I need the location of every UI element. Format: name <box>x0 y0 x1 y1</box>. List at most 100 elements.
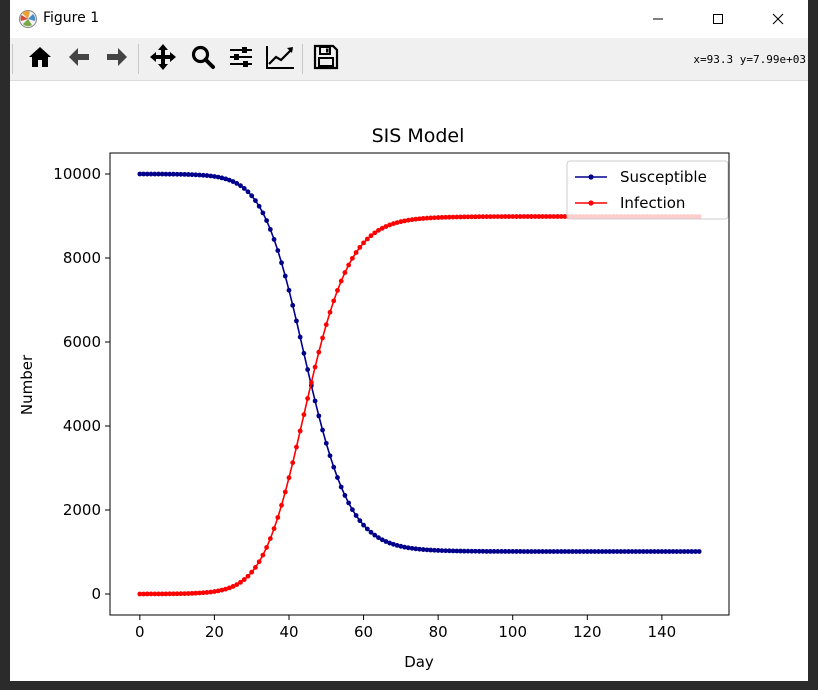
data-point-susceptible <box>577 549 583 554</box>
data-point-infection <box>383 224 389 229</box>
data-point-susceptible <box>420 547 426 552</box>
data-point-infection <box>405 217 411 223</box>
series-line-susceptible <box>139 173 700 553</box>
legend-marker-susceptible <box>588 174 594 180</box>
data-point-susceptible <box>562 549 568 554</box>
data-point-infection <box>256 559 262 565</box>
pan-button[interactable] <box>147 43 179 75</box>
edit-axis-button[interactable] <box>264 43 296 75</box>
data-point-infection <box>178 591 184 597</box>
data-point-susceptible <box>625 549 631 554</box>
data-point-infection <box>555 214 560 219</box>
data-point-infection <box>305 396 311 401</box>
data-point-infection <box>342 270 348 275</box>
data-point-susceptible <box>487 548 493 554</box>
data-point-infection <box>212 589 217 594</box>
data-point-infection <box>420 216 426 221</box>
data-point-susceptible <box>510 549 516 554</box>
data-point-infection <box>170 591 176 597</box>
data-point-infection <box>286 475 292 481</box>
data-point-susceptible <box>633 549 639 554</box>
data-point-susceptible <box>417 546 422 552</box>
data-point-susceptible <box>219 175 225 181</box>
sis-model-chart[interactable]: SIS Model 0 20 40 60 80 100 120 140 0 2000 4000 600… <box>10 81 808 681</box>
data-point-susceptible <box>495 549 501 554</box>
data-point-infection <box>159 591 165 597</box>
data-point-susceptible <box>681 549 687 554</box>
maximize-button[interactable] <box>688 0 748 38</box>
data-point-susceptible <box>599 549 605 554</box>
back-button[interactable] <box>63 43 95 75</box>
data-point-infection <box>387 222 393 228</box>
data-point-infection <box>409 217 415 223</box>
data-point-infection <box>152 591 158 597</box>
figure-canvas[interactable]: SIS Model 0 20 40 60 80 100 120 140 0 2000 4000 600… <box>10 81 808 681</box>
data-point-susceptible <box>547 549 553 554</box>
legend-label-infection: Infection <box>620 194 685 212</box>
x-tick-label: 20 <box>205 623 224 641</box>
data-point-susceptible <box>312 398 318 404</box>
data-point-susceptible <box>223 176 229 182</box>
data-point-infection <box>193 590 199 596</box>
series-line-infection <box>139 215 700 595</box>
data-point-susceptible <box>502 549 508 554</box>
data-point-infection <box>368 233 374 239</box>
zoom-button[interactable] <box>187 43 219 75</box>
close-button[interactable] <box>748 0 808 38</box>
data-point-susceptible <box>241 186 247 191</box>
data-point-infection <box>525 214 531 219</box>
data-point-susceptible <box>346 500 352 506</box>
data-point-susceptible <box>364 526 370 532</box>
data-point-susceptible <box>588 549 594 554</box>
data-point-susceptible <box>618 549 624 554</box>
data-point-susceptible <box>555 549 560 554</box>
data-point-infection <box>499 214 504 219</box>
data-point-infection <box>364 236 370 242</box>
data-point-susceptible <box>409 545 415 551</box>
data-point-infection <box>223 586 229 592</box>
data-point-infection <box>335 288 340 293</box>
data-point-susceptible <box>663 549 669 554</box>
forward-button[interactable] <box>101 43 133 75</box>
plot-group: 0 20 40 60 80 100 120 140 0 2000 4000 6000 8000 10000… <box>53 152 730 641</box>
data-point-infection <box>506 214 512 219</box>
x-tick-label: 100 <box>498 623 527 641</box>
configure-subplots-button[interactable] <box>225 43 257 75</box>
data-point-infection <box>439 214 445 220</box>
data-point-susceptible <box>182 171 187 177</box>
data-point-infection <box>465 214 471 220</box>
data-point-infection <box>148 591 154 597</box>
save-button[interactable] <box>310 43 342 75</box>
data-point-infection <box>480 214 486 220</box>
background-edge-right <box>808 0 818 690</box>
data-point-susceptible <box>267 227 273 232</box>
data-point-infection <box>514 214 519 219</box>
data-point-infection <box>163 591 169 597</box>
data-point-susceptible <box>532 549 538 554</box>
data-point-infection <box>536 214 542 219</box>
data-point-susceptible <box>476 548 482 554</box>
data-point-susceptible <box>320 427 325 433</box>
data-point-susceptible <box>469 548 475 554</box>
minimize-button[interactable] <box>628 0 688 38</box>
navigation-toolbar: x=93.3 y=7.99e+03 <box>10 38 808 81</box>
data-point-susceptible <box>446 548 452 554</box>
home-button[interactable] <box>24 43 56 75</box>
data-point-susceptible <box>342 493 348 498</box>
data-point-susceptible <box>331 464 337 470</box>
data-point-susceptible <box>581 549 586 554</box>
data-point-infection <box>331 298 337 304</box>
data-point-infection <box>376 227 381 233</box>
legend-marker-infection <box>588 200 594 206</box>
data-point-infection <box>346 262 352 268</box>
forward-icon <box>104 44 130 74</box>
data-point-infection <box>398 219 404 225</box>
data-point-susceptible <box>637 549 642 554</box>
data-point-susceptible <box>391 541 396 547</box>
data-point-susceptible <box>208 173 214 179</box>
data-point-susceptible <box>674 549 680 554</box>
data-point-infection <box>502 214 508 219</box>
data-point-infection <box>454 214 460 220</box>
data-point-susceptible <box>178 171 184 177</box>
data-point-susceptible <box>282 273 288 279</box>
